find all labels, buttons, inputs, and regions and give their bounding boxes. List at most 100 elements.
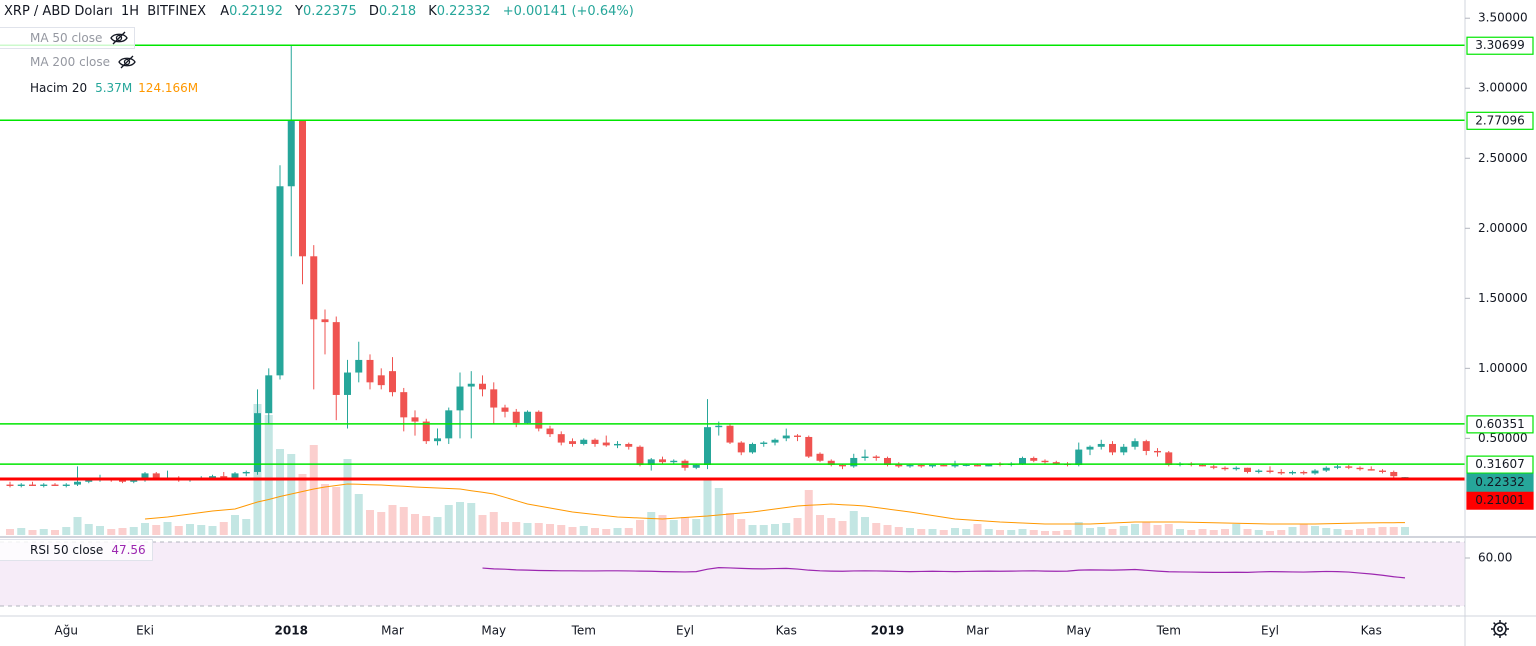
volume-bar	[906, 528, 914, 535]
volume-bar	[141, 523, 149, 535]
volume-bar	[1041, 531, 1049, 535]
volume-bar	[568, 527, 577, 535]
volume-bar	[894, 527, 903, 535]
candle-body	[40, 484, 48, 486]
volume-bar	[489, 512, 498, 535]
candle-body	[411, 417, 419, 422]
volume-bar	[174, 526, 183, 535]
volume-bar	[804, 490, 813, 535]
volume-bar	[703, 479, 712, 535]
volume-bar	[1367, 528, 1376, 535]
volume-bar	[636, 520, 644, 535]
volume-bar	[771, 524, 779, 535]
candle-body	[1210, 466, 1218, 468]
candle-body	[501, 407, 509, 412]
volume-bar	[343, 459, 352, 535]
volume-bar	[962, 529, 971, 535]
volume-bar	[1086, 528, 1094, 535]
rsi-legend[interactable]: RSI 50 close 47.56	[0, 539, 153, 561]
volume-bar	[951, 528, 959, 535]
candle-body	[512, 411, 520, 423]
candle-body	[152, 473, 160, 479]
candle-body	[377, 375, 385, 386]
hidden-eye-icon[interactable]	[118, 55, 136, 69]
candle-body	[17, 484, 25, 486]
volume-bar	[219, 522, 228, 535]
label-box	[1466, 455, 1534, 474]
candle-body	[220, 476, 228, 478]
volume-bar	[1266, 531, 1274, 535]
rsi-line	[482, 566, 1406, 579]
volume-bar	[1108, 529, 1117, 535]
volume-bar	[309, 445, 318, 535]
candle-body	[479, 383, 486, 390]
candle-body	[467, 383, 475, 387]
volume-bar	[1131, 524, 1139, 535]
volume-bar	[782, 523, 791, 535]
volume-bar	[996, 530, 1004, 535]
volume-bar	[1097, 527, 1106, 535]
candle-body	[6, 484, 14, 486]
volume-bar	[186, 524, 194, 535]
x-tick-label: Eki	[136, 624, 154, 638]
volume-bar	[602, 529, 611, 535]
hidden-eye-icon[interactable]	[110, 31, 129, 45]
volume-bar	[231, 515, 239, 535]
candle-body	[1131, 441, 1139, 447]
volume-bar	[849, 511, 858, 535]
volume-bar	[1198, 529, 1207, 535]
volume-bar	[1322, 528, 1331, 535]
volume-bar	[399, 507, 408, 535]
candle-body	[1120, 446, 1128, 453]
volume-bar	[1344, 530, 1353, 535]
candle-body	[1075, 449, 1083, 465]
label-box	[1466, 473, 1534, 492]
candle-body	[1277, 471, 1285, 474]
volume-legend[interactable]: Hacim 20 5.37M 124.166M	[0, 78, 204, 98]
candle-body	[1390, 471, 1398, 477]
candle-body	[1030, 457, 1038, 461]
volume-bar	[917, 529, 926, 535]
ohlc-prefix: Y	[295, 4, 303, 19]
candle-body	[321, 319, 329, 323]
volume-bar	[1389, 527, 1398, 535]
candle-body	[355, 359, 363, 373]
candle-body	[1266, 470, 1274, 472]
last-price-label: 0.22332	[1466, 473, 1534, 492]
volume-bar	[1311, 526, 1319, 535]
candle-body	[692, 464, 700, 468]
volume-bar	[321, 484, 329, 535]
ma200-legend[interactable]: MA 200 close	[0, 52, 142, 72]
candle-body	[625, 443, 633, 447]
candle-body	[490, 389, 498, 408]
level-label: 0.31607	[1466, 455, 1534, 474]
symbol-header: XRP / ABD Doları 1H BITFINEX A0.22192 Y0…	[4, 4, 642, 19]
volume-bar	[298, 474, 307, 535]
level-label: 3.30699	[1466, 36, 1534, 55]
candle-body	[794, 435, 801, 437]
candle-body	[1199, 464, 1206, 467]
candle-body	[1221, 467, 1229, 470]
volume-bar	[1288, 527, 1297, 535]
volume-bar	[62, 527, 71, 535]
candle-body	[1379, 470, 1386, 472]
volume-bar	[152, 525, 161, 535]
candle-body	[1255, 470, 1263, 472]
x-tick-label: Eyl	[676, 624, 694, 638]
candle-body	[422, 421, 430, 442]
volume-bar	[411, 514, 419, 535]
label-text: 0.21001	[1475, 493, 1525, 507]
volume-bar	[1378, 527, 1387, 535]
y-tick-label: 1.50000	[1478, 291, 1528, 305]
level-label: 2.77096	[1466, 111, 1534, 130]
candle-body	[715, 425, 723, 428]
volume-bar	[1074, 522, 1083, 535]
volume-bar	[332, 487, 341, 535]
candle-body	[1322, 467, 1330, 471]
volume-bar	[1401, 527, 1409, 535]
candle-body	[985, 463, 993, 467]
volume-bar	[1164, 524, 1173, 535]
settings-gear[interactable]	[1491, 620, 1509, 638]
ma50-legend[interactable]: MA 50 close	[0, 27, 136, 49]
